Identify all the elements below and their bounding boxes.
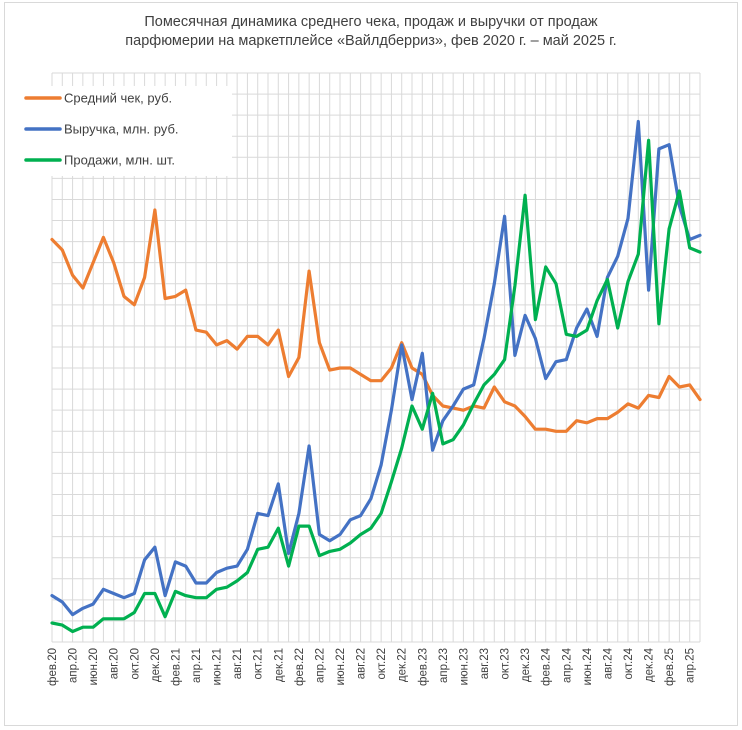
legend-label-revenue: Выручка, млн. руб. [64,122,179,137]
x-tick-label: авг.21 [232,648,244,679]
x-tick-label: дек.22 [397,648,409,682]
chart-title-line-2: парфюмерии на маркетплейсе «Вайлдберриз»… [125,33,617,49]
x-tick-label: авг.20 [109,648,121,679]
series-line-avg-check [50,208,702,433]
x-tick-label: июн.20 [88,648,100,685]
x-axis-tick-labels: фев.20 апр.20 июн.20 авг.20 окт.20 дек.20 фев.… [47,647,697,686]
x-tick-label: апр.24 [561,647,573,683]
x-tick-label: авг.24 [602,647,614,679]
x-tick-label: фев.23 [417,648,429,686]
x-tick-label: апр.21 [191,648,203,683]
x-tick-label: июн.24 [582,647,594,685]
x-tick-label: апр.22 [314,648,326,683]
series-line-revenue [50,119,702,617]
x-tick-label: окт.21 [253,648,265,680]
x-tick-label: апр.25 [685,648,697,683]
x-tick-label: фев.21 [170,648,182,686]
x-tick-label: дек.23 [520,648,532,682]
legend-label-sales: Продажи, млн. шт. [64,153,175,168]
chart-title-line-1: Помесячная динамика среднего чека, прода… [144,14,598,30]
legend: Средний чек, руб. Выручка, млн. руб. Про… [22,86,232,176]
x-tick-label: дек.21 [273,648,285,682]
legend-label-avg-check: Средний чек, руб. [64,91,172,106]
x-tick-label: авг.23 [479,648,491,679]
x-tick-label: окт.22 [376,648,388,680]
x-tick-label: фев.25 [664,648,676,686]
x-tick-label: июн.22 [335,648,347,685]
x-tick-label: авг.22 [356,648,368,679]
x-tick-label: фев.24 [541,647,553,686]
series-line-sales [50,138,702,634]
x-tick-label: фев.20 [47,648,59,686]
x-tick-label: фев.22 [294,648,306,686]
x-tick-label: дек.20 [150,648,162,682]
x-tick-label: окт.20 [129,648,141,680]
x-tick-label: июн.21 [212,648,224,685]
x-tick-label: окт.24 [623,647,635,679]
chart-title: Помесячная динамика среднего чека, прода… [0,13,742,51]
x-tick-label: апр.23 [438,648,450,683]
x-tick-label: окт.23 [500,648,512,680]
series-lines [50,119,702,634]
x-tick-label: дек.24 [644,647,656,682]
x-tick-label: июн.23 [458,648,470,685]
x-tick-label: апр.20 [68,648,80,683]
